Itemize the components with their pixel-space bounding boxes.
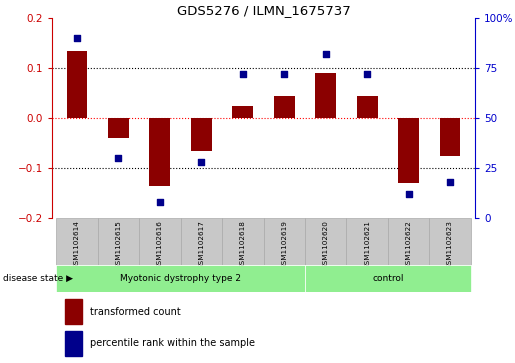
Title: GDS5276 / ILMN_1675737: GDS5276 / ILMN_1675737 bbox=[177, 4, 350, 17]
Bar bbox=[56, 265, 305, 292]
Bar bbox=[222, 218, 264, 265]
Point bbox=[73, 35, 81, 41]
Bar bbox=[66, 50, 87, 118]
Point bbox=[197, 159, 205, 165]
Bar bbox=[305, 265, 471, 292]
Bar bbox=[65, 299, 81, 324]
Bar bbox=[65, 331, 81, 356]
Point bbox=[446, 179, 454, 185]
Point bbox=[238, 71, 247, 77]
Bar bbox=[315, 73, 336, 118]
Point bbox=[156, 199, 164, 205]
Text: GSM1102619: GSM1102619 bbox=[281, 220, 287, 269]
Point bbox=[404, 191, 413, 197]
Bar bbox=[388, 218, 430, 265]
Bar bbox=[108, 118, 129, 138]
Bar bbox=[347, 218, 388, 265]
Bar bbox=[181, 218, 222, 265]
Bar bbox=[398, 118, 419, 183]
Bar bbox=[274, 95, 295, 118]
Text: GSM1102618: GSM1102618 bbox=[240, 220, 246, 269]
Point bbox=[114, 155, 123, 161]
Text: transformed count: transformed count bbox=[90, 306, 181, 317]
Text: GSM1102614: GSM1102614 bbox=[74, 220, 80, 269]
Text: GSM1102620: GSM1102620 bbox=[323, 220, 329, 269]
Text: GSM1102616: GSM1102616 bbox=[157, 220, 163, 269]
Point bbox=[321, 51, 330, 57]
Point bbox=[363, 71, 371, 77]
Text: GSM1102621: GSM1102621 bbox=[364, 220, 370, 269]
Bar bbox=[430, 218, 471, 265]
Bar bbox=[232, 106, 253, 118]
Point bbox=[280, 71, 288, 77]
Bar bbox=[98, 218, 139, 265]
Text: GSM1102617: GSM1102617 bbox=[198, 220, 204, 269]
Text: GSM1102623: GSM1102623 bbox=[447, 220, 453, 269]
Text: control: control bbox=[372, 274, 404, 283]
Bar bbox=[264, 218, 305, 265]
Text: disease state ▶: disease state ▶ bbox=[3, 274, 73, 283]
Bar bbox=[56, 218, 98, 265]
Text: percentile rank within the sample: percentile rank within the sample bbox=[90, 338, 255, 348]
Bar bbox=[149, 118, 170, 185]
Bar bbox=[440, 118, 460, 155]
Text: GSM1102615: GSM1102615 bbox=[115, 220, 122, 269]
Bar bbox=[357, 95, 377, 118]
Text: Myotonic dystrophy type 2: Myotonic dystrophy type 2 bbox=[120, 274, 241, 283]
Bar bbox=[305, 218, 347, 265]
Bar bbox=[191, 118, 212, 151]
Bar bbox=[139, 218, 181, 265]
Text: GSM1102622: GSM1102622 bbox=[406, 220, 411, 269]
